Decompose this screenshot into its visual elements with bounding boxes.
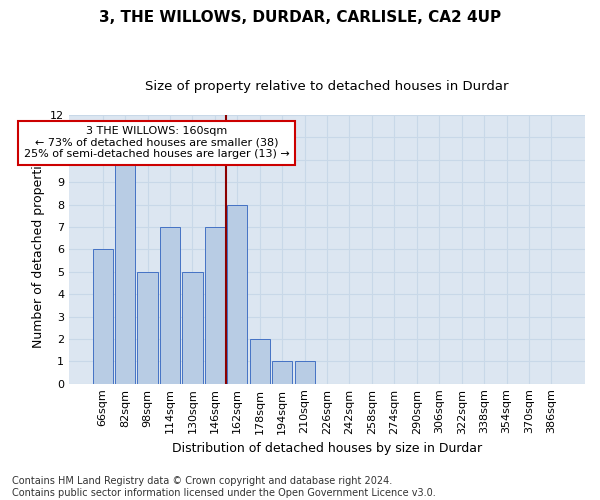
Bar bbox=[272, 362, 292, 384]
Bar bbox=[227, 204, 247, 384]
Bar bbox=[137, 272, 158, 384]
Bar bbox=[295, 362, 315, 384]
Bar bbox=[205, 227, 225, 384]
X-axis label: Distribution of detached houses by size in Durdar: Distribution of detached houses by size … bbox=[172, 442, 482, 455]
Bar bbox=[92, 250, 113, 384]
Bar bbox=[160, 227, 180, 384]
Text: Contains HM Land Registry data © Crown copyright and database right 2024.
Contai: Contains HM Land Registry data © Crown c… bbox=[12, 476, 436, 498]
Text: 3, THE WILLOWS, DURDAR, CARLISLE, CA2 4UP: 3, THE WILLOWS, DURDAR, CARLISLE, CA2 4U… bbox=[99, 10, 501, 25]
Bar bbox=[115, 160, 135, 384]
Bar bbox=[250, 339, 270, 384]
Y-axis label: Number of detached properties: Number of detached properties bbox=[32, 151, 44, 348]
Bar bbox=[182, 272, 203, 384]
Text: 3 THE WILLOWS: 160sqm
← 73% of detached houses are smaller (38)
25% of semi-deta: 3 THE WILLOWS: 160sqm ← 73% of detached … bbox=[23, 126, 289, 160]
Title: Size of property relative to detached houses in Durdar: Size of property relative to detached ho… bbox=[145, 80, 509, 93]
